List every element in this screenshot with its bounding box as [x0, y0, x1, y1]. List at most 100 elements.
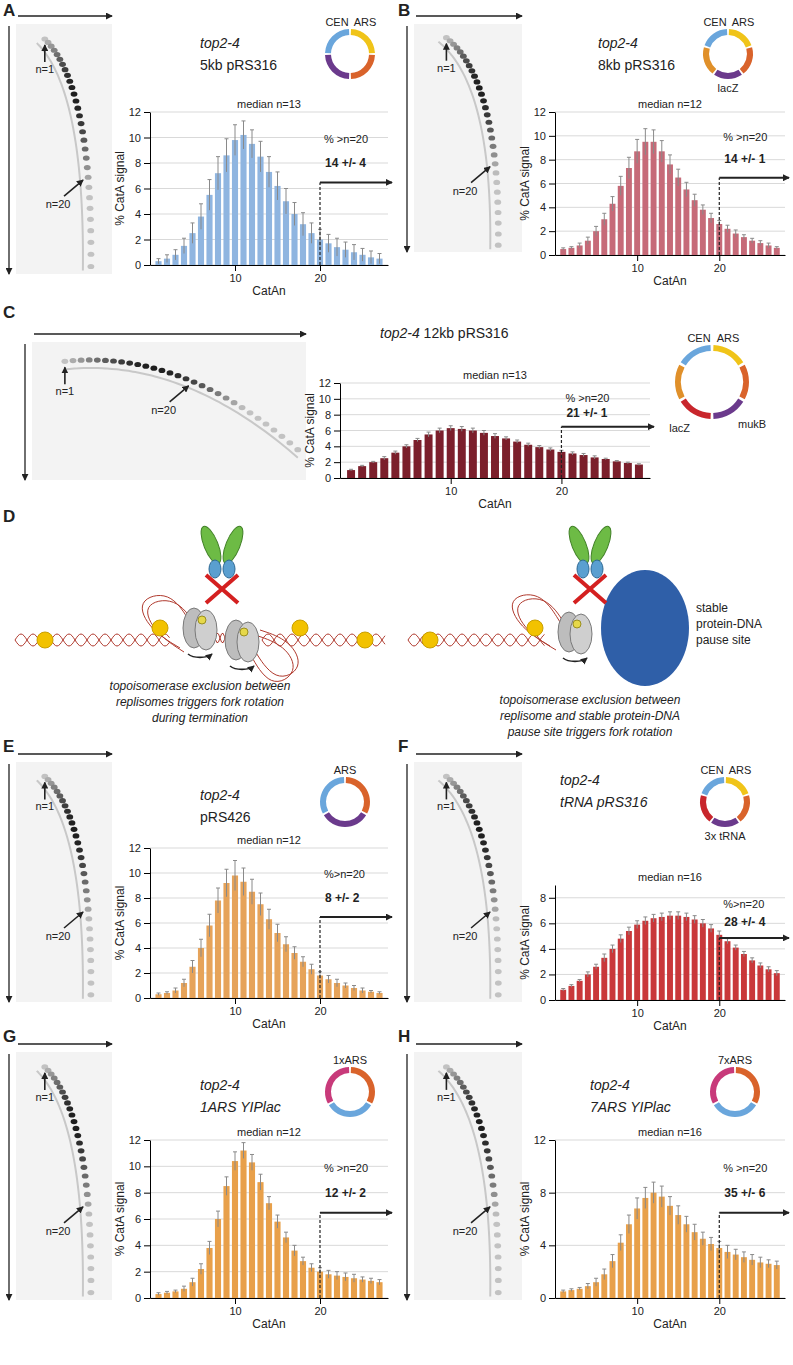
bar: [675, 916, 681, 1000]
gel-spot: [495, 220, 502, 225]
plasmid-segment: [700, 795, 713, 821]
error-bar: [611, 945, 615, 953]
y-tick: 0: [135, 259, 150, 271]
bar: [223, 1186, 229, 1298]
error-bar: [701, 205, 705, 215]
gel-spot: [88, 1278, 95, 1283]
bar: [642, 142, 648, 255]
x-axis-title: CatAn: [478, 497, 511, 511]
gel-spot: [85, 907, 92, 912]
y-tick: 2: [135, 1266, 150, 1278]
gel-spot: [215, 391, 222, 396]
tick-label: 8: [540, 1187, 546, 1199]
bar: [249, 1162, 255, 1298]
panel-letter: F: [398, 737, 408, 756]
gel-spot: [495, 243, 502, 248]
error-bar: [767, 967, 771, 972]
tick-mark: [549, 1245, 555, 1246]
error-bar: [174, 250, 178, 260]
gel-spot: [493, 916, 500, 921]
x-axis-title: CatAn: [252, 284, 285, 298]
exclusion-cross: [574, 575, 606, 603]
error-bar: [310, 964, 314, 974]
plasmid-segment: [325, 1067, 349, 1104]
bar: [249, 144, 255, 265]
gel-spot: [86, 926, 93, 931]
y-tick: 4: [135, 942, 150, 954]
gel-spot: [463, 58, 470, 63]
threshold-line: [719, 178, 720, 255]
error-bar: [767, 1260, 771, 1268]
x-axis: 1020: [556, 255, 786, 274]
error-bar: [174, 988, 178, 993]
tick-mark: [144, 1245, 150, 1246]
gel-spot: [76, 1140, 83, 1145]
error-bar: [578, 243, 582, 248]
gel-spot: [480, 98, 487, 103]
panel-letter: H: [398, 1027, 410, 1046]
tick-label: 0: [325, 472, 331, 484]
plasmid-segment: [702, 777, 725, 795]
bar: [634, 1208, 640, 1298]
y-tick: 8: [540, 1187, 555, 1199]
tick-mark: [235, 998, 236, 1004]
bar: [291, 1251, 297, 1298]
x-axis: 1020: [151, 1298, 389, 1317]
error-bar: [526, 443, 530, 446]
tick-mark: [144, 265, 150, 266]
error-bar: [259, 893, 263, 916]
topoisomerase: [219, 524, 247, 566]
threshold-label: % >n=20: [324, 133, 368, 145]
grid: [555, 898, 785, 1000]
error-bar: [335, 979, 339, 987]
y-tick: 8: [325, 409, 340, 421]
bar: [560, 990, 566, 1000]
gel-spot: [463, 798, 470, 803]
replisome-subunit: [240, 628, 248, 636]
error-bar: [233, 1152, 237, 1170]
bar: [618, 186, 624, 255]
gel-background: [414, 1052, 522, 1300]
grid-line: [340, 430, 650, 431]
title-part: top2-4: [598, 35, 638, 51]
error-bar: [208, 914, 212, 937]
tick-label: 6: [325, 425, 331, 437]
gel-spot: [484, 112, 491, 117]
error-bar: [750, 958, 754, 963]
gel-spot: [79, 863, 86, 868]
bar: [683, 1224, 689, 1298]
error-bar: [344, 242, 348, 257]
y-tick: 12: [319, 377, 340, 389]
tick-mark: [144, 214, 150, 215]
plasmid-segment: [325, 55, 349, 79]
tick-label: 10: [445, 485, 457, 497]
error-bar: [758, 1257, 762, 1268]
title: top2-47ARS YIPlac: [590, 1077, 671, 1115]
y-tick: 4: [135, 1239, 150, 1251]
gel-spot: [488, 1173, 495, 1178]
error-bar: [369, 251, 373, 264]
tick-mark: [144, 1140, 150, 1141]
gel-spot: [159, 368, 166, 373]
error-bar: [726, 225, 730, 232]
plasmid-label: mukB: [738, 418, 766, 430]
error-bar: [225, 1177, 229, 1195]
bar: [291, 953, 297, 998]
bar: [469, 431, 477, 479]
error-bar: [360, 465, 364, 467]
gel-label: n=1: [437, 800, 456, 812]
error-bar: [438, 428, 442, 433]
caption: topoisomerase exclusion between: [500, 693, 681, 707]
bar: [757, 966, 763, 1001]
error-bar: [578, 980, 582, 983]
y-tick: 0: [325, 472, 340, 484]
gel-spot: [484, 1148, 491, 1153]
gel-spot: [495, 969, 502, 974]
error-bar: [191, 961, 195, 974]
gel-spot: [87, 1254, 94, 1259]
topoisomerase: [565, 524, 593, 566]
plasmid-segment: [711, 818, 739, 827]
tick-mark: [637, 1298, 638, 1304]
bar: [708, 218, 714, 255]
gel-spot: [87, 1243, 94, 1248]
